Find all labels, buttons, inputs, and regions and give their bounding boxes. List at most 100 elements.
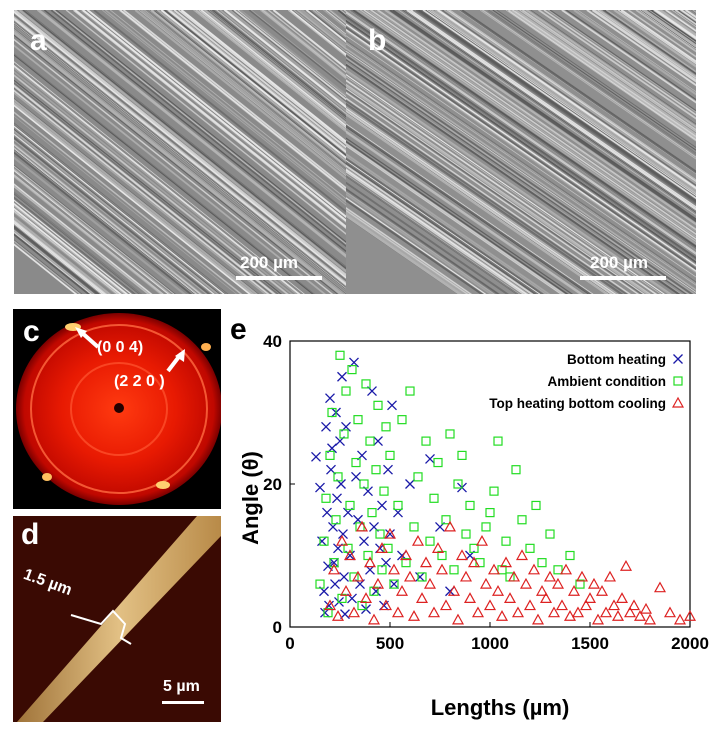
panel-d-label: d [21, 518, 40, 551]
data-point [405, 386, 415, 396]
data-point [341, 386, 351, 396]
data-point [489, 486, 499, 496]
data-point [395, 585, 409, 596]
data-point [491, 585, 505, 596]
data-point [387, 400, 397, 411]
panel-c-label: c [23, 315, 40, 348]
data-point [347, 364, 357, 375]
ring-inner [70, 362, 168, 456]
data-point [425, 454, 435, 464]
data-point [519, 577, 533, 589]
data-point [503, 592, 517, 603]
data-point [545, 529, 555, 539]
annotation-004: (0 0 4) [97, 339, 144, 356]
data-point [321, 421, 331, 432]
data-point [335, 534, 349, 546]
data-point [363, 556, 377, 568]
data-point [377, 565, 387, 575]
data-point [575, 579, 585, 589]
data-point [523, 599, 537, 611]
data-point [469, 543, 479, 553]
data-point [407, 610, 421, 621]
scale-bar-b [580, 276, 666, 280]
data-point [329, 557, 339, 568]
data-point [531, 613, 545, 625]
data-point [511, 465, 521, 475]
data-point [433, 457, 443, 468]
scale-bar-b-label: 200 µm [590, 253, 648, 272]
data-point [487, 563, 501, 575]
data-point [332, 493, 342, 504]
diffraction-rings [16, 313, 221, 505]
data-point [337, 371, 347, 382]
data-point [361, 379, 371, 389]
scale-bar-d-label: 5 µm [163, 678, 200, 695]
data-point [467, 556, 481, 568]
arrow-220-head [175, 349, 185, 362]
panel-d-afm-image: d 1.5 µm 5 µm [13, 516, 221, 722]
data-point [375, 542, 389, 553]
panel-c-diffraction-pattern: c (0 0 4) (2 2 0 ) [13, 309, 221, 509]
data-point [339, 571, 349, 582]
scale-bar-a-label: 200 µm [240, 253, 298, 272]
y-tick-label: 40 [263, 332, 282, 351]
data-point [371, 465, 381, 475]
y-axis-label: Angle (θ) [238, 451, 263, 545]
x-tick-label: 500 [376, 634, 404, 653]
data-point [389, 579, 399, 589]
x-tick-label: 1000 [471, 634, 509, 653]
data-point [323, 608, 333, 618]
data-point [471, 606, 485, 618]
data-point [329, 558, 339, 568]
data-point [335, 350, 345, 360]
data-point [449, 565, 459, 575]
data-point [415, 571, 425, 582]
data-point [633, 610, 647, 621]
data-point [343, 543, 353, 553]
series-2 [323, 520, 697, 625]
data-point [443, 520, 457, 532]
data-point [423, 577, 437, 589]
data-point [343, 549, 357, 561]
fiber-strip [17, 516, 221, 722]
data-point [431, 542, 445, 553]
data-point [367, 508, 377, 518]
data-point [393, 500, 403, 511]
data-point [559, 563, 573, 575]
data-point [483, 599, 497, 611]
scale-bar-a [236, 276, 322, 280]
fiber-texture-b [346, 10, 696, 294]
data-point [367, 613, 381, 625]
data-point [461, 529, 471, 539]
data-point [653, 581, 667, 593]
legend-label: Ambient condition [548, 374, 667, 389]
data-point [327, 563, 341, 575]
annotation-220: (2 2 0 ) [114, 373, 165, 390]
data-point [383, 543, 393, 553]
data-point [338, 529, 348, 540]
data-point [340, 609, 350, 620]
data-point [603, 570, 617, 582]
data-point [321, 493, 331, 503]
data-point [355, 520, 369, 532]
data-point [333, 472, 343, 482]
data-point [507, 570, 521, 582]
arrow-004-head [75, 327, 87, 338]
data-point [587, 577, 601, 589]
data-point [459, 570, 473, 582]
panel-a-sem-image: a 200 µm [14, 10, 346, 294]
legend-label: Top heating bottom cooling [489, 396, 666, 411]
data-point [537, 558, 547, 568]
data-point [345, 500, 355, 511]
data-point [347, 606, 361, 618]
data-point [371, 577, 385, 589]
data-point [379, 486, 389, 496]
legend-marker [673, 376, 683, 386]
data-point [465, 500, 475, 511]
data-point [325, 450, 335, 460]
legend-marker [673, 354, 683, 364]
data-point [331, 610, 345, 621]
panel-b-label: b [368, 24, 387, 57]
data-point [359, 592, 373, 603]
data-point [405, 479, 415, 489]
